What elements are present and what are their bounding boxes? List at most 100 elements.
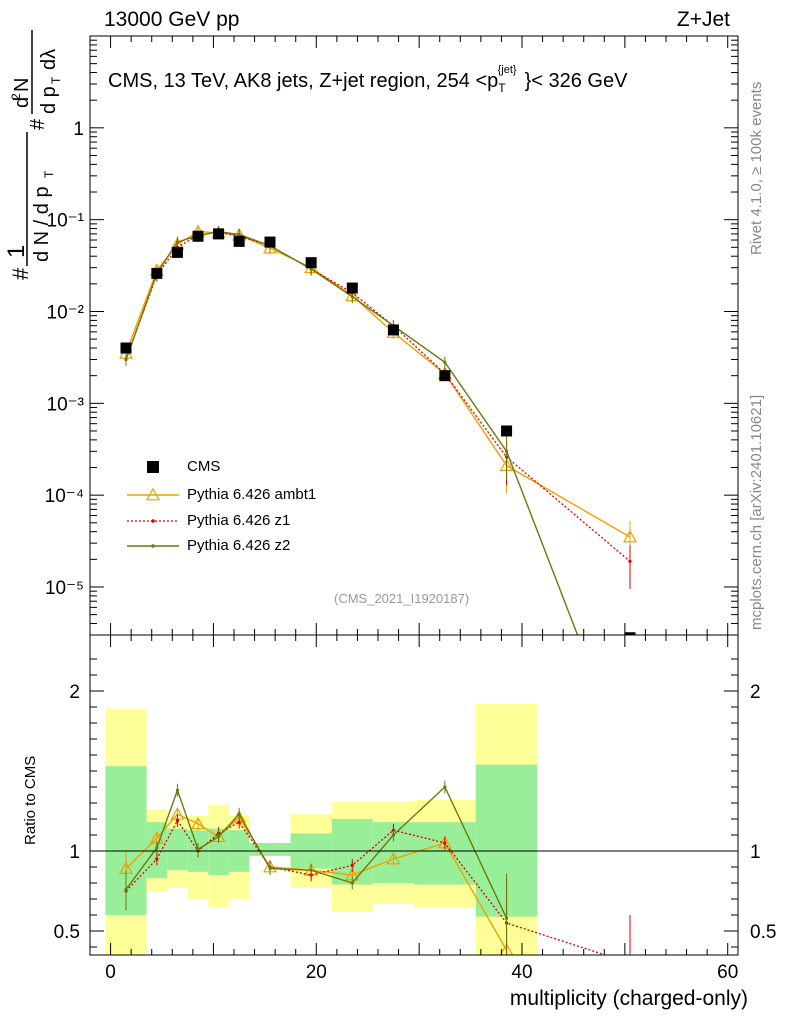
ratio-marker-Pythia 6.426 z2 — [391, 833, 396, 837]
svg-text:N: N — [11, 78, 33, 92]
y-tick-label: 10⁻⁵ — [45, 578, 84, 599]
marker-cms — [171, 246, 183, 258]
y-axis-title: # 1 d N / d p T # d 2 N d p T dλ — [3, 30, 63, 280]
ratio-marker-Pythia 6.426 z1 — [155, 857, 159, 861]
ratio-series — [118, 780, 631, 964]
ratio-marker-Pythia 6.426 z2 — [309, 868, 313, 872]
legend-marker-3 — [151, 544, 155, 548]
ratio-y-tick-label-left: 1 — [69, 842, 80, 863]
legend-markers — [127, 461, 179, 548]
band-inner-10 — [414, 822, 476, 885]
ratio-marker-Pythia 6.426 z2 — [443, 785, 447, 789]
ratio-marker-Pythia 6.426 z1 — [175, 819, 180, 823]
ratio-marker-Pythia 6.426 ambt1 — [499, 942, 514, 955]
band-inner-2 — [167, 828, 188, 871]
ratio-marker-Pythia 6.426 z2 — [504, 916, 509, 920]
marker-cms — [439, 370, 451, 382]
marker-cms — [624, 632, 636, 635]
svg-text:1: 1 — [3, 245, 30, 258]
ratio-y-tick-label-right: 1 — [750, 842, 761, 863]
marker-Pythia 6.426 z2 — [124, 357, 128, 362]
bottom-frame — [89, 634, 739, 956]
marker-Pythia 6.426 z1 — [628, 559, 632, 563]
svg-text:dλ: dλ — [38, 49, 60, 70]
marker-Pythia 6.426 z2 — [628, 769, 631, 772]
ratio-y-tick-label-right: 2 — [750, 682, 761, 703]
svg-text:T: T — [42, 170, 56, 178]
svg-text:d p: d p — [38, 86, 60, 114]
plot-title-sub: T — [498, 81, 506, 95]
svg-text:d: d — [11, 97, 33, 108]
plot-title: CMS, 13 TeV, AK8 jets, Z+jet region, 254… — [108, 64, 628, 95]
ratio-marker-Pythia 6.426 z1 — [443, 841, 447, 845]
ratio-marker-Pythia 6.426 z1 — [237, 820, 241, 824]
ratio-marker-Pythia 6.426 z2 — [216, 835, 221, 839]
marker-cms — [213, 228, 225, 240]
uncertainty-bands — [105, 703, 538, 955]
ratio-marker-Pythia 6.426 z2 — [175, 788, 180, 792]
marker-cms — [264, 236, 276, 248]
legend-label-z1: Pythia 6.426 z1 — [187, 512, 291, 529]
ratio-marker-Pythia 6.426 z2 — [268, 867, 272, 871]
ratio-line-Pythia 6.426 z2 — [125, 785, 508, 919]
ratio-marker-Pythia 6.426 z1 — [350, 863, 354, 868]
rivet-label: Rivet 4.1.0, ≥ 100k events — [748, 81, 765, 255]
legend-marker-1 — [145, 487, 161, 501]
ratio-marker-Pythia 6.426 z1 — [628, 961, 631, 964]
ratio-y-tick-label-left: 2 — [69, 682, 80, 703]
marker-cms — [233, 235, 245, 247]
ratio-marker-Pythia 6.426 z2 — [196, 847, 200, 852]
marker-cms — [387, 324, 399, 336]
analysis-reference: (CMS_2021_I1920187) — [334, 591, 470, 606]
axes: 0 20 40 60 10⁻⁵ 10⁻⁴ 10⁻³ 10⁻² 10⁻¹ 1 0.5 0.5 1 1 2 2 — [45, 35, 776, 983]
svg-text:T: T — [49, 76, 63, 84]
marker-Pythia 6.426 z2 — [309, 267, 313, 271]
legend-marker-2 — [151, 519, 155, 523]
ratio-marker-Pythia 6.426 z2 — [155, 846, 159, 850]
svg-text:d N / d p: d N / d p — [31, 186, 53, 262]
marker-cms — [120, 342, 132, 354]
marker-Pythia 6.426 z2 — [350, 295, 354, 299]
y-tick-label: 10⁻¹ — [47, 211, 85, 232]
x-tick-label: 20 — [306, 962, 327, 983]
y-tick-label: 1 — [73, 119, 84, 140]
mcplots-label: mcplots.cern.ch [arXiv:2401.10621] — [748, 394, 765, 630]
header-right: Z+Jet — [676, 8, 730, 31]
svg-text:#: # — [8, 267, 33, 280]
marker-cms — [501, 425, 513, 437]
plot-title-tail: }< 326 GeV — [524, 70, 628, 92]
plot-title-main: CMS, 13 TeV, AK8 jets, Z+jet region, 254… — [108, 70, 499, 92]
ratio-marker-Pythia 6.426 ambt1 — [386, 851, 401, 865]
x-tick-label: 60 — [717, 962, 738, 983]
marker-Pythia 6.426 z2 — [443, 360, 447, 364]
marker-Pythia 6.426 ambt1 — [622, 529, 638, 543]
marker-Pythia 6.426 z2 — [504, 449, 509, 453]
x-axis-title: multiplicity (charged-only) — [509, 987, 748, 1010]
marker-cms — [192, 230, 204, 242]
marker-Pythia 6.426 z2 — [175, 240, 180, 244]
ratio-marker-Pythia 6.426 z2 — [237, 812, 241, 816]
ratio-y-title: Ratio to CMS — [22, 755, 39, 845]
marker-Pythia 6.426 z2 — [237, 232, 241, 237]
band-inner-6 — [249, 843, 291, 856]
x-tick-label: 0 — [105, 962, 116, 983]
legend-label-z2: Pythia 6.426 z2 — [187, 537, 291, 554]
svg-text:2: 2 — [9, 93, 23, 100]
ratio-marker-Pythia 6.426 z2 — [350, 881, 354, 885]
main-series — [118, 224, 638, 772]
marker-cms — [151, 267, 163, 279]
ratio-y-tick-label-right: 0.5 — [750, 922, 776, 943]
y-tick-label: 10⁻² — [47, 302, 85, 323]
ratio-marker-Pythia 6.426 z2 — [124, 887, 128, 892]
svg-text:#: # — [27, 118, 49, 130]
marker-cms — [305, 257, 317, 269]
y-tick-label: 10⁻³ — [47, 394, 85, 415]
x-tick-label: 40 — [511, 962, 532, 983]
plot-title-sup: {jet} — [497, 64, 517, 77]
header-left: 13000 GeV pp — [104, 8, 240, 31]
legend-marker-cms — [147, 461, 159, 473]
marker-cms — [346, 282, 358, 294]
legend-label-ambt1: Pythia 6.426 ambt1 — [187, 486, 317, 503]
ratio-marker-Pythia 6.426 ambt1 — [190, 816, 206, 830]
